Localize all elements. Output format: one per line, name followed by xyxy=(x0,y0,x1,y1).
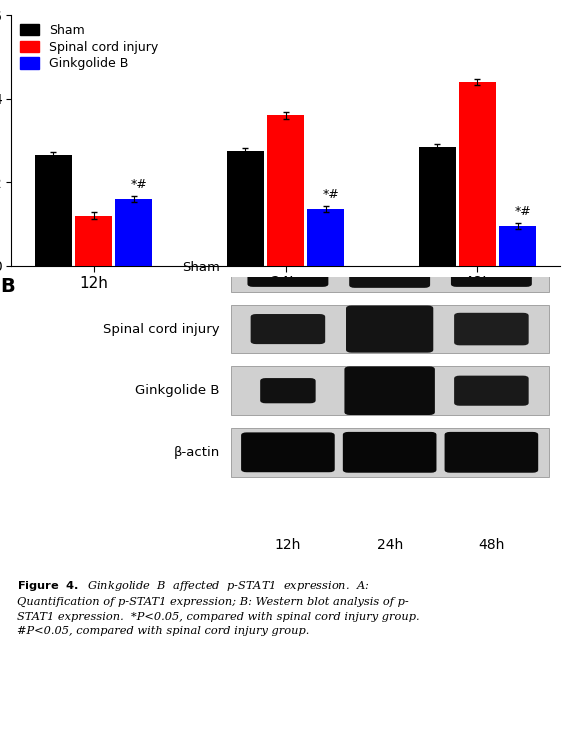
Bar xyxy=(115,199,152,265)
Text: Sham: Sham xyxy=(182,261,220,274)
Legend: Sham, Spinal cord injury, Ginkgolide B: Sham, Spinal cord injury, Ginkgolide B xyxy=(18,21,160,73)
Text: *#: *# xyxy=(131,178,148,191)
Bar xyxy=(231,428,549,477)
FancyBboxPatch shape xyxy=(251,314,325,344)
FancyBboxPatch shape xyxy=(346,305,433,353)
Bar xyxy=(419,147,456,265)
FancyBboxPatch shape xyxy=(260,378,316,403)
FancyBboxPatch shape xyxy=(454,313,529,345)
Bar xyxy=(499,226,536,265)
FancyBboxPatch shape xyxy=(241,432,335,472)
Bar xyxy=(267,115,304,265)
FancyBboxPatch shape xyxy=(247,248,328,287)
Bar xyxy=(231,305,549,353)
Text: B: B xyxy=(1,277,15,296)
Text: Ginkgolide B: Ginkgolide B xyxy=(135,384,220,397)
Bar xyxy=(75,216,112,265)
Bar xyxy=(35,155,72,265)
Bar xyxy=(459,82,496,265)
Text: *#: *# xyxy=(323,189,340,202)
Bar xyxy=(231,243,549,292)
Text: β-actin: β-actin xyxy=(174,446,220,459)
Text: Spinal cord injury: Spinal cord injury xyxy=(103,323,220,335)
Text: 48h: 48h xyxy=(478,538,505,552)
Text: $\mathit{\bf{Figure}}$  $\mathbf{4.}$  Ginkgolide  B  affected  p-STAT1  express: $\mathit{\bf{Figure}}$ $\mathbf{4.}$ Gin… xyxy=(17,579,420,636)
Text: 12h: 12h xyxy=(275,538,301,552)
Text: 24h: 24h xyxy=(376,538,403,552)
Bar xyxy=(231,366,549,415)
Bar xyxy=(227,151,264,265)
FancyBboxPatch shape xyxy=(445,432,538,473)
FancyBboxPatch shape xyxy=(454,376,529,406)
Bar xyxy=(307,209,344,265)
FancyBboxPatch shape xyxy=(451,248,532,287)
Text: *#: *# xyxy=(514,205,532,218)
FancyBboxPatch shape xyxy=(349,247,430,288)
FancyBboxPatch shape xyxy=(343,432,436,473)
FancyBboxPatch shape xyxy=(344,366,435,415)
